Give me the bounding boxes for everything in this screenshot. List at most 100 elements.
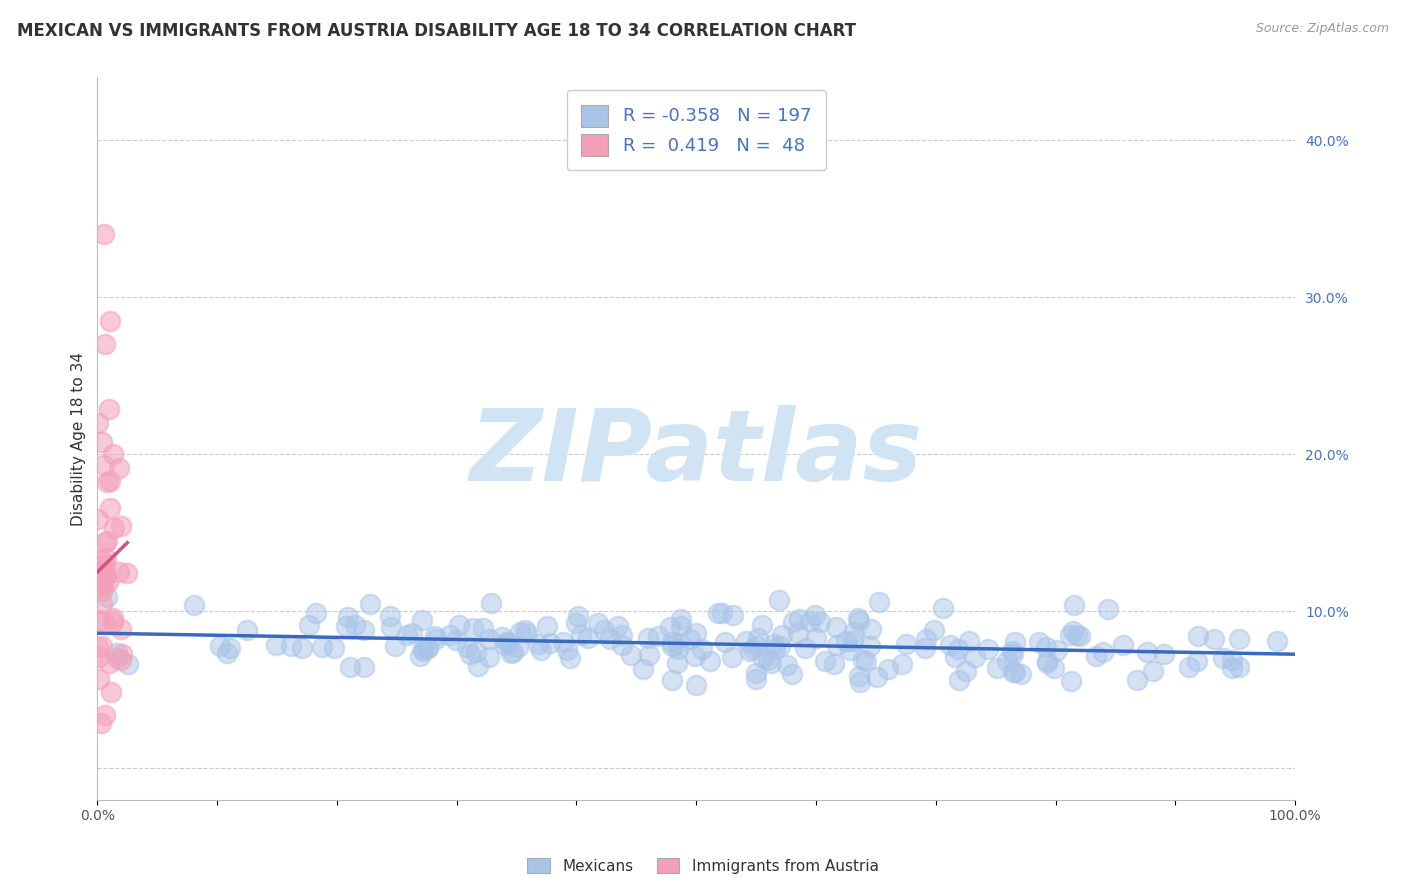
Point xyxy=(439,627,461,641)
Point xyxy=(1001,647,1024,661)
Point xyxy=(412,644,434,658)
Point xyxy=(322,640,344,655)
Point xyxy=(1085,648,1108,663)
Point xyxy=(948,673,970,687)
Point xyxy=(943,650,966,665)
Point xyxy=(567,608,589,623)
Point xyxy=(915,632,938,646)
Point xyxy=(93,707,115,722)
Point xyxy=(647,629,669,643)
Point xyxy=(846,611,869,625)
Point xyxy=(806,631,828,645)
Point xyxy=(1069,628,1091,642)
Point xyxy=(1043,661,1066,675)
Point xyxy=(87,808,110,822)
Point xyxy=(110,622,132,636)
Point xyxy=(782,666,804,681)
Point xyxy=(305,606,328,620)
Point xyxy=(100,685,122,699)
Point xyxy=(932,601,955,615)
Point xyxy=(922,623,945,637)
Point xyxy=(90,715,112,730)
Point xyxy=(479,596,502,610)
Point xyxy=(1035,640,1057,654)
Point xyxy=(814,654,837,668)
Point xyxy=(1097,602,1119,616)
Point xyxy=(380,609,402,624)
Point xyxy=(96,590,118,604)
Point xyxy=(1178,660,1201,674)
Point xyxy=(769,639,792,653)
Point xyxy=(787,625,810,640)
Point xyxy=(637,648,659,662)
Point xyxy=(1001,644,1024,658)
Point xyxy=(770,628,793,642)
Point xyxy=(852,653,875,667)
Point xyxy=(93,227,115,242)
Point xyxy=(633,662,655,676)
Point xyxy=(1036,656,1059,670)
Point xyxy=(720,649,742,664)
Point xyxy=(842,624,865,639)
Point xyxy=(103,615,125,629)
Point xyxy=(219,641,242,656)
Point xyxy=(1092,645,1115,659)
Point xyxy=(115,566,138,580)
Point xyxy=(659,620,682,634)
Point xyxy=(558,651,581,665)
Point xyxy=(1059,628,1081,642)
Point xyxy=(1125,673,1147,688)
Point xyxy=(1227,659,1250,673)
Point xyxy=(1153,647,1175,661)
Point xyxy=(471,621,494,635)
Point xyxy=(416,640,439,655)
Point xyxy=(335,619,357,633)
Point xyxy=(669,618,692,632)
Point xyxy=(1001,665,1024,679)
Point xyxy=(685,678,707,692)
Point xyxy=(526,636,548,650)
Point xyxy=(339,660,361,674)
Point xyxy=(90,553,112,567)
Point xyxy=(446,632,468,647)
Point xyxy=(842,633,865,648)
Point xyxy=(108,461,131,475)
Point xyxy=(412,642,434,657)
Point xyxy=(859,622,882,636)
Point xyxy=(416,641,439,656)
Point xyxy=(336,610,359,624)
Point xyxy=(298,617,321,632)
Point xyxy=(93,615,115,629)
Point xyxy=(461,621,484,635)
Point xyxy=(94,558,117,572)
Point xyxy=(94,568,117,582)
Point xyxy=(745,673,768,687)
Point xyxy=(555,642,578,657)
Point xyxy=(606,618,628,632)
Point xyxy=(576,631,599,645)
Point xyxy=(494,639,516,653)
Point xyxy=(496,635,519,649)
Point xyxy=(96,534,118,549)
Point xyxy=(465,645,488,659)
Point xyxy=(665,656,688,670)
Point xyxy=(752,651,775,665)
Point xyxy=(478,650,501,665)
Point xyxy=(101,446,124,460)
Point xyxy=(825,620,848,634)
Point xyxy=(823,657,845,671)
Point xyxy=(411,613,433,627)
Point xyxy=(98,475,121,489)
Point xyxy=(530,643,553,657)
Point xyxy=(94,337,117,351)
Point xyxy=(721,608,744,623)
Point xyxy=(620,648,643,662)
Point xyxy=(467,659,489,673)
Point xyxy=(1028,634,1050,648)
Point xyxy=(491,631,513,645)
Point xyxy=(835,634,858,648)
Point xyxy=(593,623,616,637)
Point xyxy=(751,617,773,632)
Point xyxy=(1220,661,1243,675)
Point xyxy=(536,618,558,632)
